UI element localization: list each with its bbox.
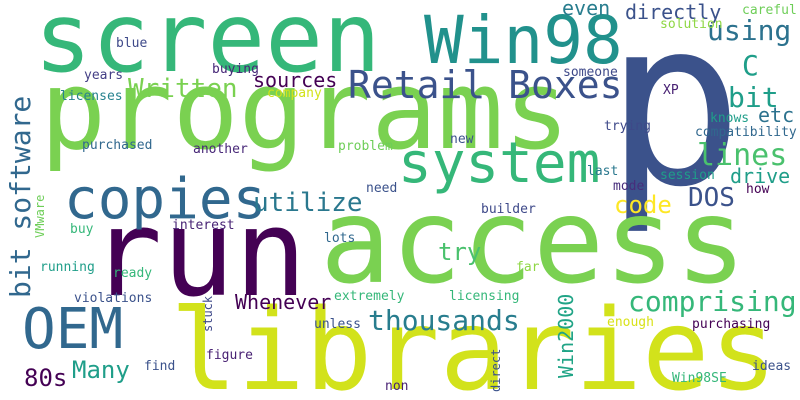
word-screen: screen [34, 0, 381, 94]
word-etc: etc [758, 103, 795, 127]
word-compatibility: compatibility [695, 125, 797, 140]
word-directly: directly [625, 0, 722, 24]
word-new: new [450, 132, 474, 147]
word-even: even [562, 0, 611, 20]
word-problem: problem [338, 139, 393, 154]
word-ideas: ideas [752, 359, 792, 374]
word-find: find [144, 359, 176, 374]
word-dos: DOS [688, 183, 735, 213]
word-80s: 80s [24, 364, 68, 392]
word-system: system [398, 131, 601, 196]
word-win98se: Win98SE [672, 371, 727, 386]
word-extremely: extremely [334, 289, 405, 304]
word-p: p [605, 0, 744, 238]
word-copies: copies [64, 167, 267, 232]
word-interest: interest [172, 218, 235, 233]
word-mode: mode [613, 179, 645, 194]
word-vmware: VMware [33, 194, 47, 238]
word-try: try [438, 238, 482, 266]
word-years: years [84, 68, 124, 83]
word-win2000: Win2000 [554, 293, 578, 378]
word-purchased: purchased [82, 138, 153, 153]
word-programs: programs [40, 46, 570, 174]
word-violations: violations [74, 291, 153, 306]
word-win98: Win98 [424, 2, 623, 79]
word-blue: blue [116, 36, 148, 51]
word-careful: careful [742, 3, 797, 18]
word-ready: ready [113, 266, 153, 281]
word-c: C [742, 49, 759, 82]
word-written: Written [128, 74, 238, 104]
word-using: using [707, 14, 792, 47]
word-company: company [267, 86, 322, 101]
word-retail-boxes: Retail Boxes [348, 63, 623, 107]
word-sources: sources [253, 68, 338, 92]
word-thousands: thousands [368, 304, 520, 337]
word-purchasing: purchasing [692, 317, 771, 332]
word-buying: buying [212, 62, 259, 77]
word-utilize: utilize [253, 188, 363, 218]
word-run: run [90, 185, 307, 324]
word-whenever: Whenever [235, 290, 332, 314]
word-bit: bit [728, 81, 779, 114]
word-someone: someone [563, 65, 618, 80]
word-session: session [660, 168, 715, 183]
word-running: running [40, 260, 95, 275]
word-lots: lots [324, 231, 356, 246]
word-non: non [385, 379, 409, 394]
word-drive: drive [730, 164, 791, 188]
word-lines: lines [697, 138, 788, 173]
word-builder: builder [481, 202, 536, 217]
word-code: code [614, 191, 672, 219]
word-trying: trying [604, 119, 651, 134]
word-unless: unless [314, 317, 361, 332]
word-buy: buy [70, 222, 94, 237]
word-figure: figure [206, 348, 253, 363]
word-stuck: stuck [201, 295, 215, 332]
word-another: another [193, 142, 248, 157]
word-direct: direct [489, 348, 503, 392]
word-xp: XP [663, 83, 679, 98]
word-access: access [320, 172, 747, 310]
word-far: far [516, 260, 540, 275]
word-comprising: comprising [628, 285, 797, 318]
word-need: need [366, 181, 398, 196]
word-last: last [587, 164, 619, 179]
word-enough: enough [607, 315, 654, 330]
word-solution: solution [660, 17, 723, 32]
word-bit-software: bit software [4, 95, 37, 298]
word-licenses: licenses [60, 89, 123, 104]
word-libraries: libraries [170, 286, 777, 400]
word-knows: knows [710, 111, 750, 126]
word-many: Many [72, 356, 130, 384]
word-licensing: licensing [449, 289, 520, 304]
word-oem: OEM [22, 297, 124, 362]
word-how: how [746, 182, 770, 197]
